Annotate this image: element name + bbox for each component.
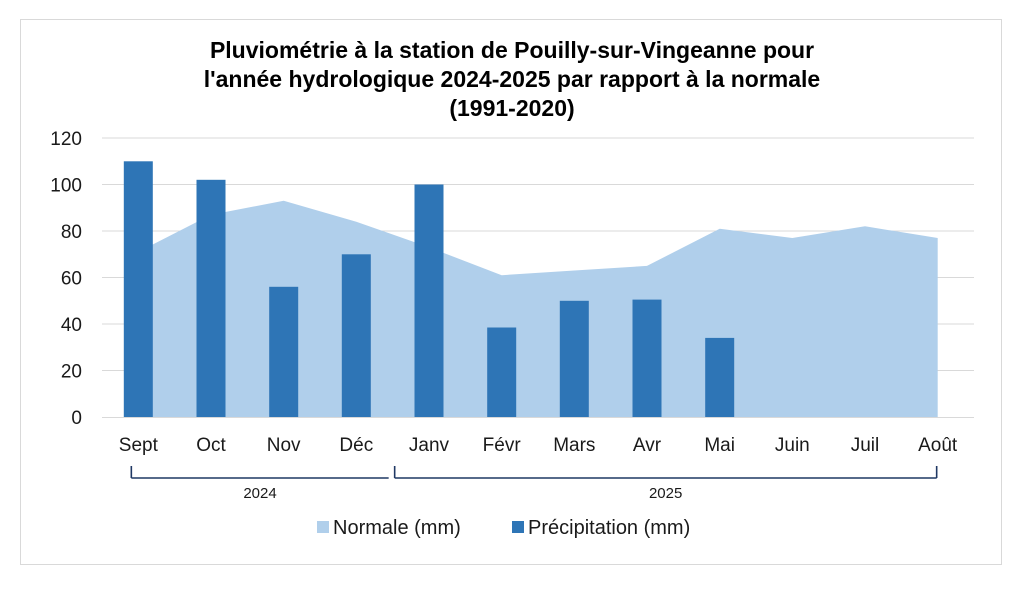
x-tick-label: Oct [196,435,226,456]
y-axis: 0 20 40 60 80 100 120 [50,129,82,429]
x-tick-label: Mars [553,435,595,456]
chart-title-line-1: Pluviométrie à la station de Pouilly-sur… [209,37,815,63]
x-tick-label: Mai [704,435,735,456]
legend: Normale (mm) Précipitation (mm) [317,517,690,539]
precipitation-bar [341,254,371,418]
legend-label: Précipitation (mm) [528,517,690,539]
normal-area [138,200,938,417]
x-tick-label: Sept [119,435,159,456]
x-tick-label: Janv [409,435,450,456]
legend-label: Normale (mm) [333,517,461,539]
y-tick-label: 60 [61,269,82,290]
year-group-label: 2025 [649,485,682,502]
x-tick-label: Déc [339,435,373,456]
x-axis: Sept Oct Nov Déc Janv Févr Mars Avr Mai Juin Juil A… [102,417,974,456]
precipitation-bar [196,179,226,417]
y-tick-label: 100 [50,176,82,197]
precipitation-bar [123,161,153,418]
precipitation-bar [487,327,517,417]
precipitation-bar [414,184,444,417]
legend-swatch [512,521,524,533]
x-tick-label: Nov [267,435,301,456]
y-tick-label: 20 [61,362,82,383]
x-tick-label: Juin [775,435,810,456]
precipitation-bar-layer [123,161,735,418]
precipitation-bar [632,299,662,417]
precipitation-bar [559,300,589,418]
normal-area-layer [138,200,938,417]
y-tick-label: 80 [61,222,82,243]
year-group-label: 2024 [243,485,276,502]
chart-title-line-2: l'année hydrologique 2024-2025 par rappo… [203,66,821,92]
x-tick-label: Févr [483,435,522,456]
year-groups: 2024 2025 [130,466,938,502]
y-tick-label: 0 [71,408,82,429]
chart-title-line-3: (1991-2020) [449,95,575,121]
x-tick-label: Avr [633,435,662,456]
precipitation-bar [269,286,299,417]
y-tick-label: 120 [50,129,82,150]
x-tick-label: Août [918,435,958,456]
chart-title: Pluviométrie à la station de Pouilly-sur… [0,36,1024,123]
precipitation-bar [705,337,735,417]
legend-swatch [317,521,329,533]
y-tick-label: 40 [61,315,82,336]
x-tick-label: Juil [851,435,880,456]
